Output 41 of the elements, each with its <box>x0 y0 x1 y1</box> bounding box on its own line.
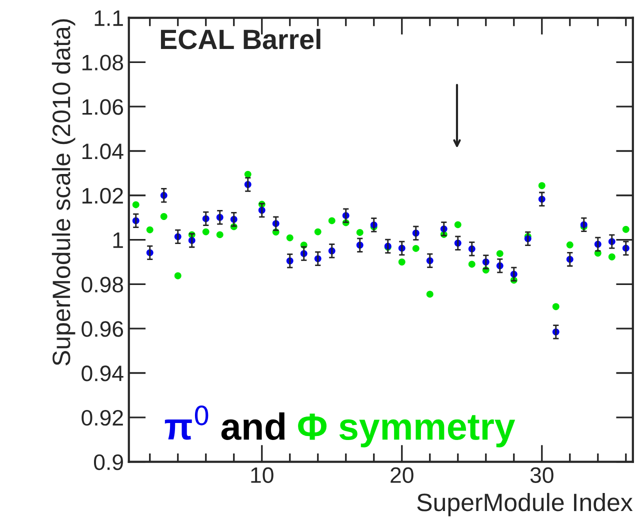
point <box>608 253 616 260</box>
y-tick-label: 0.9 <box>94 454 123 470</box>
point <box>454 221 462 228</box>
point <box>538 182 546 190</box>
y-axis-title: SuperModule scale (2010 data) <box>52 19 76 366</box>
point <box>552 303 560 310</box>
point <box>622 226 630 233</box>
y-tick-label: 1.02 <box>82 188 123 204</box>
point <box>146 226 154 234</box>
y-tick-label: 0.98 <box>82 276 124 292</box>
point <box>174 272 182 280</box>
x-tick-label: 30 <box>530 467 554 483</box>
point <box>566 241 574 248</box>
y-tick-label: 1.06 <box>82 99 124 115</box>
y-tick-label: 0.96 <box>82 321 124 337</box>
text: π$^{0}$ <box>164 405 208 440</box>
point <box>132 201 140 208</box>
y-tick-label: 1 <box>113 232 123 248</box>
annotation: ECAL Barrel <box>160 28 320 50</box>
point <box>216 231 224 238</box>
y-tick-label: 0.92 <box>82 410 123 426</box>
point <box>328 217 336 224</box>
x-tick-label: 10 <box>251 467 274 483</box>
point <box>468 260 476 268</box>
point <box>412 244 420 252</box>
point <box>314 228 322 236</box>
y-tick-label: 0.94 <box>82 366 124 382</box>
text: Φ symmetry <box>298 414 516 448</box>
annotation: and <box>221 412 285 440</box>
point <box>202 228 210 236</box>
y-tick-label: 1.1 <box>94 10 123 26</box>
y-tick-label: 1.08 <box>82 54 124 70</box>
point <box>160 213 168 220</box>
point <box>398 258 406 266</box>
point <box>426 290 434 298</box>
x-axis-title: SuperModule Index <box>417 492 633 516</box>
y-tick-label: 1.04 <box>82 144 124 160</box>
point <box>496 250 504 258</box>
x-tick-label: 20 <box>390 467 414 483</box>
point <box>356 228 364 236</box>
point <box>286 234 294 242</box>
